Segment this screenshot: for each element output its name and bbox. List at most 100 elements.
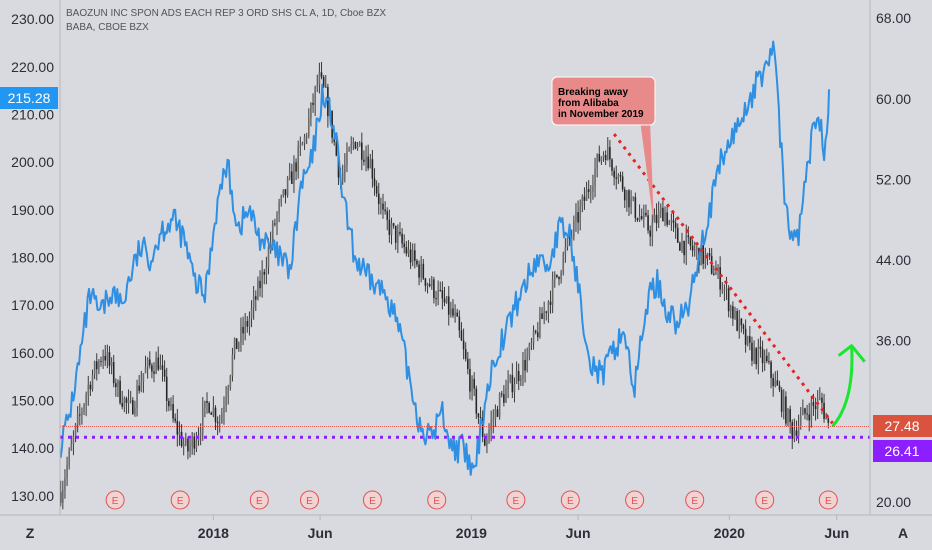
candle-body-116	[305, 135, 308, 137]
candle-body-21	[104, 355, 107, 361]
left-axis-tick-6: 170.00	[11, 297, 54, 313]
candle-body-168	[416, 260, 418, 265]
candle-body-176	[433, 279, 435, 299]
candle-body-289	[672, 220, 675, 223]
earnings-marker-3	[300, 490, 320, 510]
candle-body-214	[513, 383, 516, 393]
candle-body-146	[369, 159, 372, 169]
candle-body-328	[755, 348, 758, 365]
candle-body-199	[481, 417, 484, 438]
candle-body-29	[121, 402, 123, 407]
candle-body-319	[736, 311, 738, 331]
candle-body-42	[148, 359, 151, 366]
candle-body-229	[545, 311, 548, 313]
candle-body-112	[297, 147, 299, 172]
candle-body-55	[176, 420, 179, 435]
candle-body-50	[165, 376, 168, 401]
candle-body-15	[91, 374, 94, 390]
candle-body-322	[742, 325, 745, 329]
candle-body-183	[447, 296, 450, 315]
candle-body-250	[590, 191, 592, 193]
candle-body-33	[129, 400, 132, 402]
candle-body-281	[655, 214, 658, 224]
candle-body-218	[522, 360, 524, 379]
earnings-marker-9	[685, 490, 705, 510]
candle-body-159	[397, 231, 399, 243]
candle-body-134	[344, 164, 346, 174]
candle-body-19	[100, 360, 102, 362]
candle-body-232	[551, 279, 554, 305]
candle-body-110	[293, 162, 295, 184]
candle-body-24	[110, 362, 113, 366]
candle-body-81	[231, 354, 234, 376]
earnings-marker-1	[170, 490, 190, 510]
right-axis-tick-4: 36.00	[876, 333, 911, 349]
forecast-arrow-head	[837, 344, 866, 363]
candle-body-38	[140, 381, 143, 391]
candle-body-193	[469, 369, 471, 392]
candle-body-340	[780, 389, 783, 412]
candle-body-7	[74, 424, 77, 436]
candle-body-306	[708, 253, 711, 256]
candle-body-349	[799, 415, 802, 426]
candle-body-202	[488, 429, 490, 439]
candle-body-273	[638, 216, 641, 221]
candle-body-356	[814, 405, 817, 410]
candle-body-16	[93, 361, 96, 375]
candle-body-106	[284, 189, 287, 196]
candle-body-223	[532, 330, 535, 343]
candle-body-34	[132, 400, 134, 414]
candle-body-91	[252, 296, 255, 308]
candle-body-282	[657, 211, 660, 224]
candle-body-40	[144, 366, 147, 374]
candle-body-145	[367, 156, 369, 169]
candle-body-323	[744, 328, 747, 345]
candle-body-346	[793, 430, 796, 439]
candle-body-220	[526, 356, 528, 371]
candle-body-76	[221, 412, 223, 423]
candle-body-190	[462, 340, 465, 350]
candle-body-10	[81, 411, 83, 415]
candle-body-280	[653, 214, 656, 223]
candle-body-200	[483, 437, 486, 446]
candle-body-335	[770, 361, 772, 378]
auto-scale-toggle-a[interactable]: A	[898, 525, 908, 541]
candle-body-248	[585, 189, 588, 201]
candle-body-321	[740, 318, 743, 326]
candle-body-261	[613, 170, 615, 178]
candle-body-30	[123, 398, 126, 407]
time-axis-label-2: 2019	[456, 525, 487, 541]
left-price-axis[interactable]: 230.00 220.00 210.00 200.00 190.00 180.00 170.…	[11, 11, 54, 504]
annotation-callout[interactable]: Breaking away from Alibaba in November 2…	[551, 76, 656, 226]
candle-body-336	[772, 377, 774, 387]
candle-body-198	[479, 417, 482, 419]
left-axis-tick-0: 230.00	[11, 11, 54, 27]
candle-body-314	[725, 288, 728, 290]
candle-body-117	[307, 118, 310, 136]
earnings-marker-5	[427, 490, 447, 510]
candle-body-119	[312, 102, 314, 105]
candle-body-352	[806, 413, 808, 415]
candle-body-287	[668, 221, 671, 225]
candle-body-162	[403, 243, 406, 248]
candle-body-288	[670, 220, 673, 222]
earnings-marker-7	[560, 490, 580, 510]
candle-body-181	[443, 298, 446, 303]
candle-body-5	[70, 444, 73, 451]
candle-body-101	[274, 223, 276, 225]
candle-body-194	[471, 379, 473, 392]
candle-body-191	[464, 349, 467, 359]
candle-body-133	[341, 173, 344, 181]
zoom-toggle-z[interactable]: Z	[26, 525, 35, 541]
right-axis-tick-3: 44.00	[876, 252, 911, 268]
earnings-marker-label-11: E	[825, 496, 832, 507]
earnings-marker-label-10: E	[761, 496, 768, 507]
candle-body-240	[568, 237, 571, 239]
candle-body-339	[778, 385, 781, 390]
time-axis[interactable]: 2018 Jun 2019 Jun 2020 Jun	[198, 515, 849, 541]
candle-body-105	[282, 189, 285, 196]
candle-body-107	[286, 178, 289, 196]
